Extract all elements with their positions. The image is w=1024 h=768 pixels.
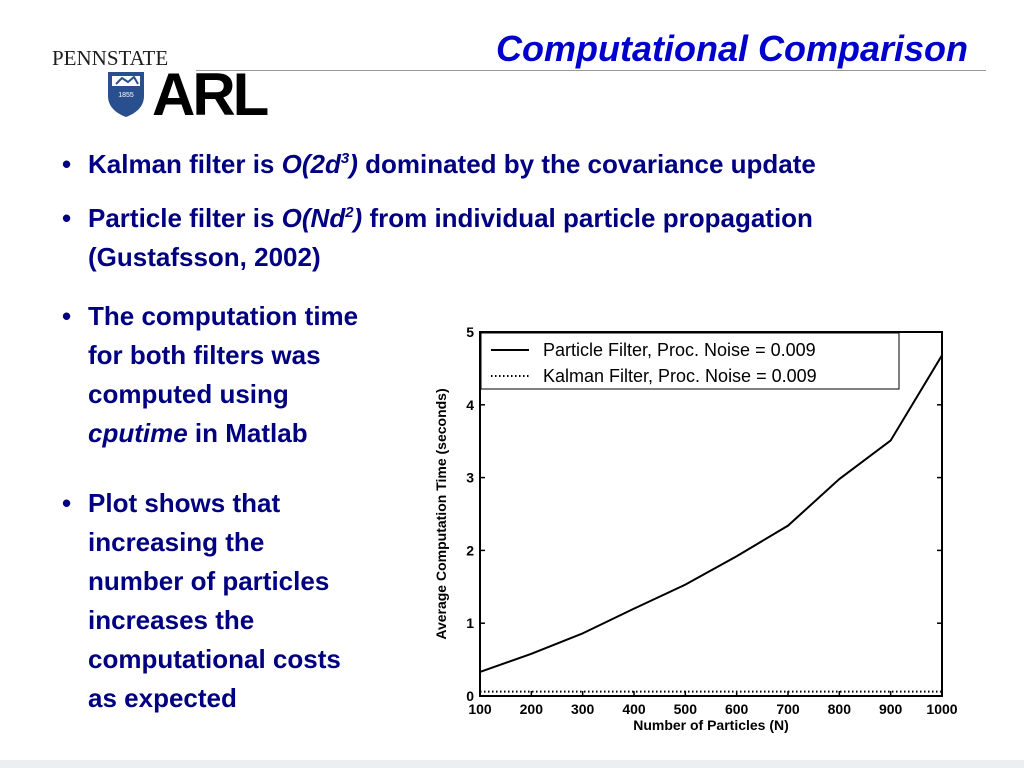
- x-tick-label: 100: [468, 701, 492, 717]
- x-tick-label: 1000: [926, 701, 957, 717]
- shield-icon: 1855: [108, 72, 144, 117]
- page-title: Computational Comparison: [495, 28, 968, 69]
- bullet-dot: •: [62, 203, 72, 233]
- computation-time-chart: 100 200 300 400 500 600 700 800 900 1000 0 1 2 3 4 5 Num…: [433, 324, 958, 733]
- x-tick-label: 700: [776, 701, 800, 717]
- y-tick-label: 4: [466, 397, 474, 413]
- legend-box: [480, 332, 900, 390]
- svg-text:1855: 1855: [118, 92, 134, 99]
- series-line-particle: [479, 354, 943, 673]
- y-tick-label: 5: [466, 324, 474, 340]
- bullet-dot: •: [62, 149, 72, 179]
- plot-frame: [479, 331, 943, 697]
- x-axis-label: Number of Particles (N): [633, 717, 789, 733]
- footer-strip: [0, 760, 1024, 768]
- pennstate-wordmark: PENNSTATE: [52, 46, 169, 70]
- x-tick-label: 900: [879, 701, 903, 717]
- y-tick-label: 3: [466, 470, 474, 486]
- x-tick-label: 500: [674, 701, 698, 717]
- y-tick-label: 1: [466, 615, 474, 631]
- arl-wordmark: ARL: [152, 61, 269, 128]
- y-tick-label: 0: [466, 688, 474, 704]
- x-tick-label: 300: [571, 701, 595, 717]
- x-tick-label: 800: [828, 701, 852, 717]
- y-tick-label: 2: [466, 542, 474, 558]
- logo: PENNSTATE 1855 ARL: [40, 44, 300, 130]
- y-axis-label: Average Computation Time (seconds): [433, 388, 449, 639]
- x-tick-label: 600: [725, 701, 749, 717]
- x-tick-label: 400: [622, 701, 646, 717]
- x-tick-label: 200: [520, 701, 544, 717]
- bullet-dot: •: [62, 301, 72, 331]
- bullet-citation: (Gustafsson, 2002): [88, 242, 321, 272]
- bullet-dot: •: [62, 488, 72, 518]
- legend-label: Kalman Filter, Proc. Noise = 0.009: [543, 366, 817, 386]
- title-rule: [196, 70, 986, 71]
- legend-label: Particle Filter, Proc. Noise = 0.009: [543, 340, 816, 360]
